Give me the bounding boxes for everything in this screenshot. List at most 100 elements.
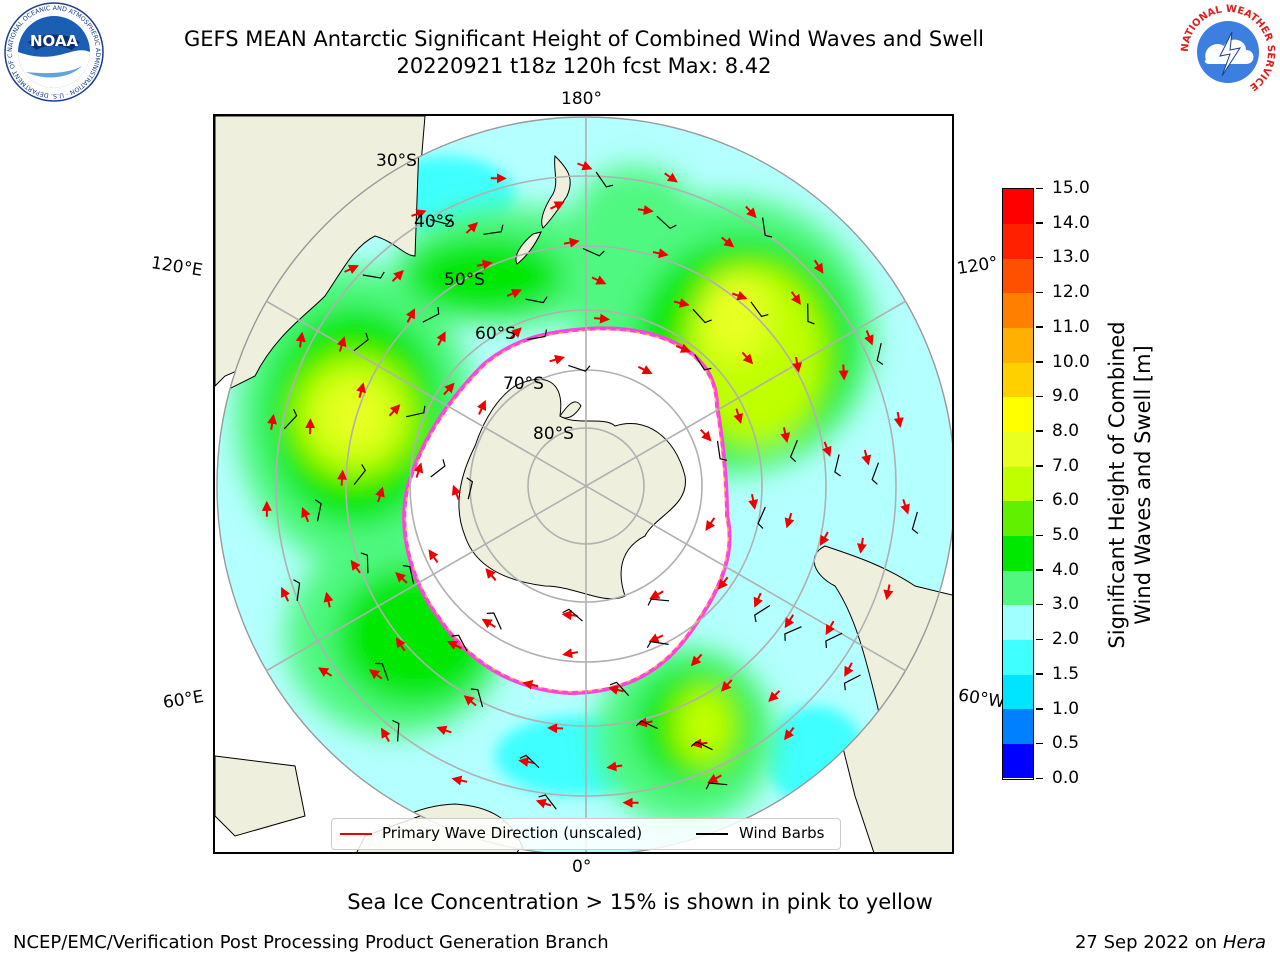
wave-direction-arrow bbox=[864, 330, 874, 346]
wave-direction-arrow bbox=[481, 618, 496, 629]
colorbar-segment bbox=[1003, 327, 1033, 363]
colorbar-tick-label: 9.0 bbox=[1052, 386, 1080, 407]
wind-barb bbox=[825, 632, 843, 649]
wave-direction-arrow bbox=[561, 610, 578, 621]
wind-barb bbox=[876, 342, 884, 365]
wave-direction-arrow bbox=[465, 222, 479, 234]
wind-barb bbox=[422, 306, 440, 323]
wind-barb bbox=[843, 674, 861, 691]
antarctic-wave-height-map bbox=[213, 114, 954, 854]
wind-barb bbox=[750, 301, 769, 318]
wind-barb bbox=[353, 464, 367, 485]
wave-direction-arrow bbox=[753, 592, 763, 608]
wave-direction-arrow bbox=[436, 331, 446, 346]
wave-direction-arrow bbox=[395, 637, 406, 652]
wind-barb bbox=[406, 405, 426, 418]
wind-barb bbox=[789, 439, 798, 463]
colorbar-tick-label: 1.5 bbox=[1052, 663, 1080, 684]
lon-label-60e: 60°E bbox=[161, 686, 206, 714]
colorbar-tick-label: 6.0 bbox=[1052, 490, 1080, 511]
wind-barb bbox=[402, 564, 415, 585]
colorbar-segment bbox=[1003, 743, 1033, 779]
colorbar-tick bbox=[1036, 361, 1043, 363]
wave-direction-arrow bbox=[451, 484, 462, 501]
wind-barb bbox=[451, 634, 468, 652]
wave-direction-arrow bbox=[883, 584, 894, 601]
wave-direction-arrow bbox=[281, 586, 291, 602]
wind-barb bbox=[646, 640, 669, 649]
noaa-logo-text: NOAA bbox=[30, 32, 79, 50]
footer-date-text: 27 Sep 2022 on bbox=[1074, 932, 1218, 953]
colorbar-tick-label: 10.0 bbox=[1052, 351, 1090, 372]
wave-direction-arrow bbox=[733, 408, 743, 425]
wave-direction-arrow bbox=[547, 723, 564, 734]
wave-direction-arrow bbox=[337, 469, 348, 486]
wave-direction-arrow bbox=[509, 327, 522, 340]
colorbar-segment bbox=[1003, 431, 1033, 467]
lat-label-60s: 60°S bbox=[475, 324, 516, 344]
colorbar bbox=[1002, 188, 1034, 780]
colorbar-tick-label: 13.0 bbox=[1052, 247, 1090, 268]
colorbar-tick-label: 5.0 bbox=[1052, 525, 1080, 546]
colorbar-tick-label: 0.0 bbox=[1052, 768, 1080, 788]
wave-direction-arrow bbox=[356, 382, 366, 398]
colorbar-tick bbox=[1036, 395, 1043, 398]
colorbar-segment bbox=[1003, 500, 1033, 536]
wave-direction-arrow bbox=[900, 498, 910, 515]
wave-direction-arrow bbox=[405, 308, 416, 323]
wave-direction-arrow bbox=[428, 549, 439, 563]
colorbar-tick bbox=[1036, 499, 1043, 502]
wind-barb bbox=[754, 604, 771, 623]
wind-barbs-legend-swatch bbox=[696, 833, 728, 835]
wave-direction-arrows bbox=[261, 160, 910, 809]
map-canvas bbox=[215, 116, 952, 852]
wave-direction-arrow bbox=[506, 288, 522, 299]
wind-barb bbox=[690, 741, 713, 751]
lat-label-50s: 50°S bbox=[444, 270, 485, 290]
wind-barbs bbox=[283, 171, 919, 810]
wave-direction-arrow bbox=[783, 726, 795, 741]
wave-direction-arrow bbox=[323, 591, 334, 608]
colorbar-tick-label: 8.0 bbox=[1052, 420, 1080, 441]
wave-direction-arrow bbox=[295, 331, 306, 348]
wind-barb bbox=[716, 440, 728, 461]
wave-direction-arrow bbox=[822, 441, 832, 457]
wave-direction-arrow bbox=[768, 690, 781, 703]
colorbar-tick bbox=[1036, 569, 1043, 571]
wave-direction-arrow bbox=[857, 537, 867, 554]
wave-direction-arrow bbox=[550, 201, 565, 211]
wind-barb bbox=[705, 782, 728, 790]
wind-barb bbox=[562, 608, 583, 622]
wave-direction-arrow bbox=[649, 589, 664, 600]
wave-direction-arrow bbox=[607, 685, 624, 695]
colorbar-segment bbox=[1003, 362, 1033, 398]
wave-direction-arrow bbox=[784, 614, 795, 629]
colorbar-tick bbox=[1036, 777, 1043, 779]
colorbar-tick-label: 2.0 bbox=[1052, 629, 1080, 650]
wind-barb bbox=[486, 612, 502, 630]
wind-barb bbox=[757, 506, 766, 529]
colorbar-tick bbox=[1036, 742, 1043, 745]
colorbar-tick bbox=[1036, 708, 1043, 710]
wave-direction-arrow bbox=[535, 798, 552, 809]
wave-direction-arrow bbox=[707, 773, 722, 784]
wave-direction-arrow bbox=[380, 727, 391, 743]
wave-direction-arrow bbox=[391, 270, 404, 282]
wind-barb bbox=[692, 308, 712, 324]
wave-direction-arrow bbox=[577, 160, 593, 171]
colorbar-segment bbox=[1003, 466, 1033, 502]
wave-direction-arrow bbox=[518, 757, 535, 767]
wave-direction-arrow bbox=[780, 427, 791, 443]
lat-label-30s: 30°S bbox=[376, 151, 417, 171]
colorbar-tick bbox=[1036, 187, 1043, 189]
wave-direction-arrow bbox=[784, 512, 795, 529]
wave-direction-arrow bbox=[705, 517, 716, 532]
wave-direction-arrow bbox=[395, 572, 408, 584]
wind-barb bbox=[353, 332, 369, 352]
lon-label-0: 0° bbox=[572, 857, 592, 877]
colorbar-tick bbox=[1036, 603, 1043, 606]
colorbar-title-line2: Wind Waves and Swell [m] bbox=[1131, 345, 1155, 625]
wind-barb bbox=[314, 499, 322, 522]
colorbar-segment bbox=[1003, 292, 1033, 329]
wind-barb bbox=[582, 247, 605, 257]
